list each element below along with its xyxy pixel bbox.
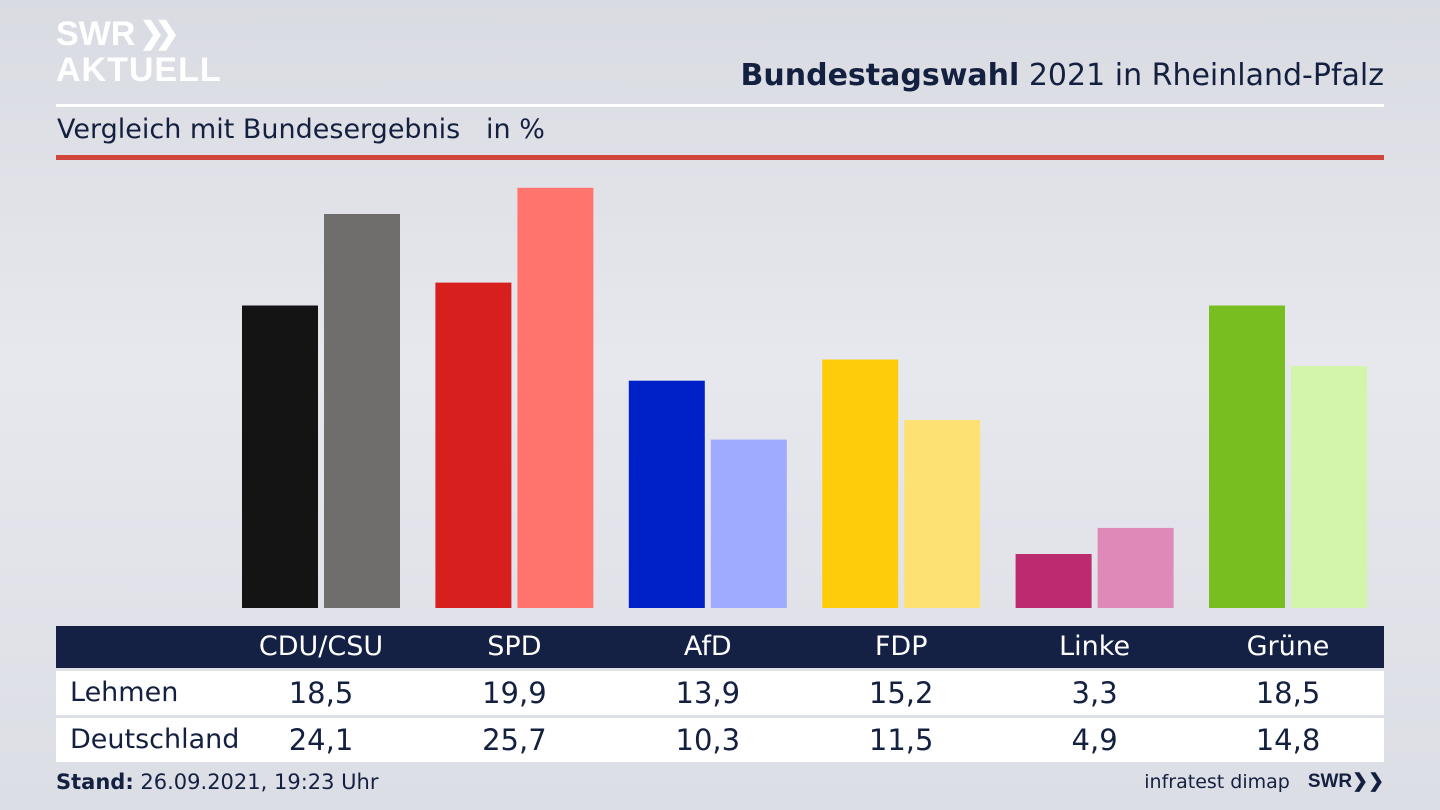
- bar-afd-lehmen: [628, 380, 705, 608]
- table-row-lehmen: Lehmen 18,5 19,9 13,9 15,2 3,3 18,5: [56, 671, 1384, 715]
- table-header-row: CDU/CSU SPD AfD FDP Linke Grüne: [56, 626, 1384, 668]
- bar-cdu-csu-lehmen: [242, 305, 318, 608]
- row-label-deutschland: Deutschland: [70, 724, 240, 755]
- bar-linke-deutschland: [1097, 527, 1174, 608]
- source-credit: infratest dimap SWR❯❯: [1144, 770, 1384, 793]
- column-header-fdp: FDP: [874, 631, 928, 662]
- column-header-cdu-csu: CDU/CSU: [258, 631, 384, 662]
- bar-fdp-deutschland: [904, 420, 981, 608]
- bar-spd-deutschland: [517, 187, 594, 609]
- column-header-spd: SPD: [487, 631, 542, 662]
- value-linke-deutschland: 4,9: [1071, 723, 1118, 757]
- value-afd-deutschland: 10,3: [675, 723, 741, 757]
- timestamp: Stand: 26.09.2021, 19:23 Uhr: [56, 770, 379, 794]
- bar-afd-deutschland: [710, 439, 787, 608]
- value-fdp-deutschland: 11,5: [868, 723, 934, 757]
- swr-footer-logo: SWR❯❯: [1308, 770, 1384, 793]
- column-header-linke: Linke: [1059, 631, 1131, 662]
- column-header-gruene: Grüne: [1246, 631, 1330, 662]
- bar-linke-lehmen: [1015, 554, 1092, 608]
- value-linke-lehmen: 3,3: [1071, 676, 1118, 710]
- stand-label: Stand:: [56, 770, 134, 794]
- table-row-deutschland: Deutschland 24,1 25,7 10,3 11,5 4,9 14,8: [56, 718, 1384, 762]
- bar-cdu-csu-deutschland: [324, 214, 400, 608]
- logo-swr-text: SWR: [56, 15, 136, 53]
- accent-divider: [56, 155, 1384, 160]
- title-bold: Bundestagswahl: [740, 58, 1020, 93]
- value-spd-lehmen: 19,9: [482, 676, 547, 710]
- value-gruene-deutschland: 14,8: [1255, 723, 1321, 757]
- swr-aktuell-logo: SWR ❯❯ AKTUELL: [56, 16, 222, 88]
- title-rest: 2021 in Rheinland-Pfalz: [1019, 58, 1384, 93]
- chart-title: Bundestagswahl 2021 in Rheinland-Pfalz: [741, 58, 1384, 93]
- chart-subtitle: Vergleich mit Bundesergebnis in %: [57, 114, 545, 145]
- logo-aktuell-text: AKTUELL: [56, 51, 222, 89]
- title-divider: [56, 104, 1384, 107]
- value-gruene-lehmen: 18,5: [1255, 676, 1321, 710]
- bar-chart: [242, 187, 1367, 609]
- value-cdu-csu-lehmen: 18,5: [288, 676, 354, 710]
- results-table: CDU/CSU SPD AfD FDP Linke Grüne Lehmen 18,5 19…: [56, 626, 1384, 762]
- value-cdu-csu-deutschland: 24,1: [288, 723, 354, 757]
- row-label-lehmen: Lehmen: [70, 677, 179, 708]
- column-header-afd: AfD: [683, 631, 732, 662]
- value-spd-deutschland: 25,7: [482, 723, 547, 757]
- value-fdp-lehmen: 15,2: [868, 676, 934, 710]
- bar-gruene-deutschland: [1291, 366, 1367, 608]
- bar-spd-lehmen: [435, 282, 512, 608]
- bar-gruene-lehmen: [1209, 305, 1285, 608]
- bar-fdp-lehmen: [822, 359, 899, 608]
- swr-footer-text: SWR: [1307, 771, 1353, 792]
- source-text: infratest dimap: [1144, 770, 1290, 793]
- stand-value: 26.09.2021, 19:23 Uhr: [133, 770, 379, 794]
- swr-footer-chevron-icon: ❯❯: [1352, 771, 1384, 792]
- value-afd-lehmen: 13,9: [675, 676, 741, 710]
